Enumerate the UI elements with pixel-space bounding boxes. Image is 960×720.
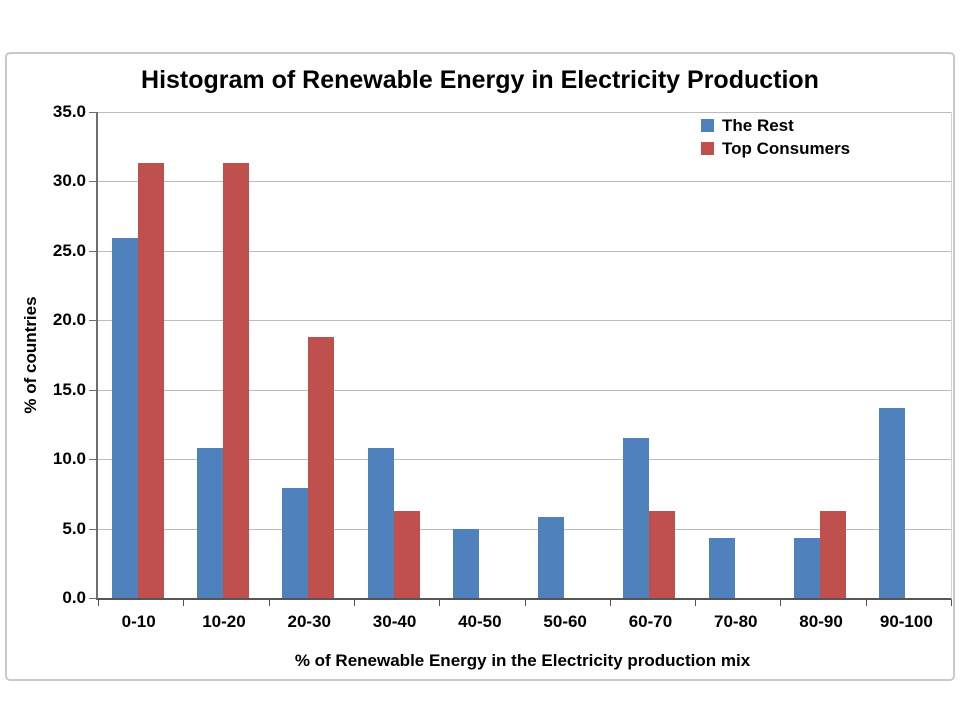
y-tickmark [89, 598, 96, 599]
x-axis-title: % of Renewable Energy in the Electricity… [294, 651, 751, 670]
bar-the-rest-80-90 [794, 538, 821, 598]
x-tick-label: 40-50 [458, 612, 502, 631]
x-tick-label: 60-70 [628, 612, 673, 631]
x-tickmark [609, 600, 611, 606]
x-tick-label: 30-40 [372, 612, 417, 631]
bar-the-rest-20-30 [282, 488, 309, 598]
x-tickmark [268, 600, 270, 606]
legend-label: Top Consumers [722, 138, 851, 158]
bar-the-rest-70-80 [708, 538, 735, 598]
x-tickmark [98, 600, 99, 606]
x-tickmark [865, 600, 867, 606]
x-tickmark [780, 600, 782, 606]
y-tick-label: 15.0 [52, 379, 86, 399]
y-tick-label: 25.0 [52, 240, 86, 260]
bar-the-rest-60-70 [623, 438, 650, 598]
bar-the-rest-0-10 [111, 238, 138, 598]
bar-top-consumers-30-40 [393, 510, 420, 598]
x-tick-label: 0-10 [121, 612, 156, 631]
plot-area [89, 112, 952, 606]
gridline [98, 389, 951, 391]
gridline [98, 250, 951, 252]
bar-top-consumers-0-10 [137, 163, 164, 598]
y-tick-label: 0.0 [62, 588, 86, 607]
legend-swatch-red-icon [701, 142, 714, 155]
x-tickmark [524, 600, 526, 606]
chart-frame: Histogram of Renewable Energy in Electri… [5, 52, 955, 681]
legend-swatch-blue-icon [701, 119, 714, 132]
y-tick-label: 30.0 [52, 171, 86, 191]
bar-top-consumers-20-30 [308, 336, 335, 598]
bar-the-rest-30-40 [367, 448, 394, 598]
bar-the-rest-10-20 [196, 448, 223, 598]
y-tickmark [89, 181, 96, 183]
bar-top-consumers-60-70 [649, 510, 676, 598]
y-tick-label: 5.0 [62, 518, 86, 538]
x-tickmark [183, 600, 185, 606]
bar-the-rest-90-100 [879, 407, 906, 598]
x-tick-label: 80-90 [799, 612, 843, 631]
gridline [98, 528, 951, 530]
chart-title: Histogram of Renewable Energy in Electri… [141, 66, 819, 94]
legend: The Rest Top Consumers [701, 114, 850, 160]
bar-the-rest-40-50 [452, 528, 479, 598]
x-tickmark [353, 600, 355, 606]
gridline [98, 181, 951, 183]
x-tickmark [695, 600, 697, 606]
gridline [98, 112, 951, 113]
y-tickmark [89, 389, 96, 391]
gridline [98, 320, 951, 322]
y-tick-label: 20.0 [52, 310, 86, 330]
x-tickmark [439, 600, 441, 606]
x-tickmark [951, 600, 952, 606]
x-tick-label: 10-20 [202, 612, 246, 631]
y-tickmark [89, 112, 96, 113]
bar-top-consumers-10-20 [222, 163, 249, 598]
y-tick-label: 10.0 [52, 449, 86, 469]
y-tickmark [89, 528, 96, 530]
bar-top-consumers-80-90 [820, 510, 847, 598]
y-tickmark [89, 250, 96, 252]
y-tickmark [89, 320, 96, 322]
legend-item-the-rest: The Rest [701, 114, 850, 137]
bar-the-rest-50-60 [538, 517, 565, 598]
x-tick-label: 50-60 [543, 612, 587, 631]
legend-label: The Rest [722, 115, 794, 135]
y-tick-label: 35.0 [52, 102, 86, 121]
y-tickmark [89, 459, 96, 461]
x-tick-label: 90-100 [879, 612, 933, 631]
legend-item-top-consumers: Top Consumers [701, 137, 850, 160]
x-tick-label: 20-30 [287, 612, 331, 631]
x-tick-label: 70-80 [714, 612, 758, 631]
gridline [98, 459, 951, 461]
